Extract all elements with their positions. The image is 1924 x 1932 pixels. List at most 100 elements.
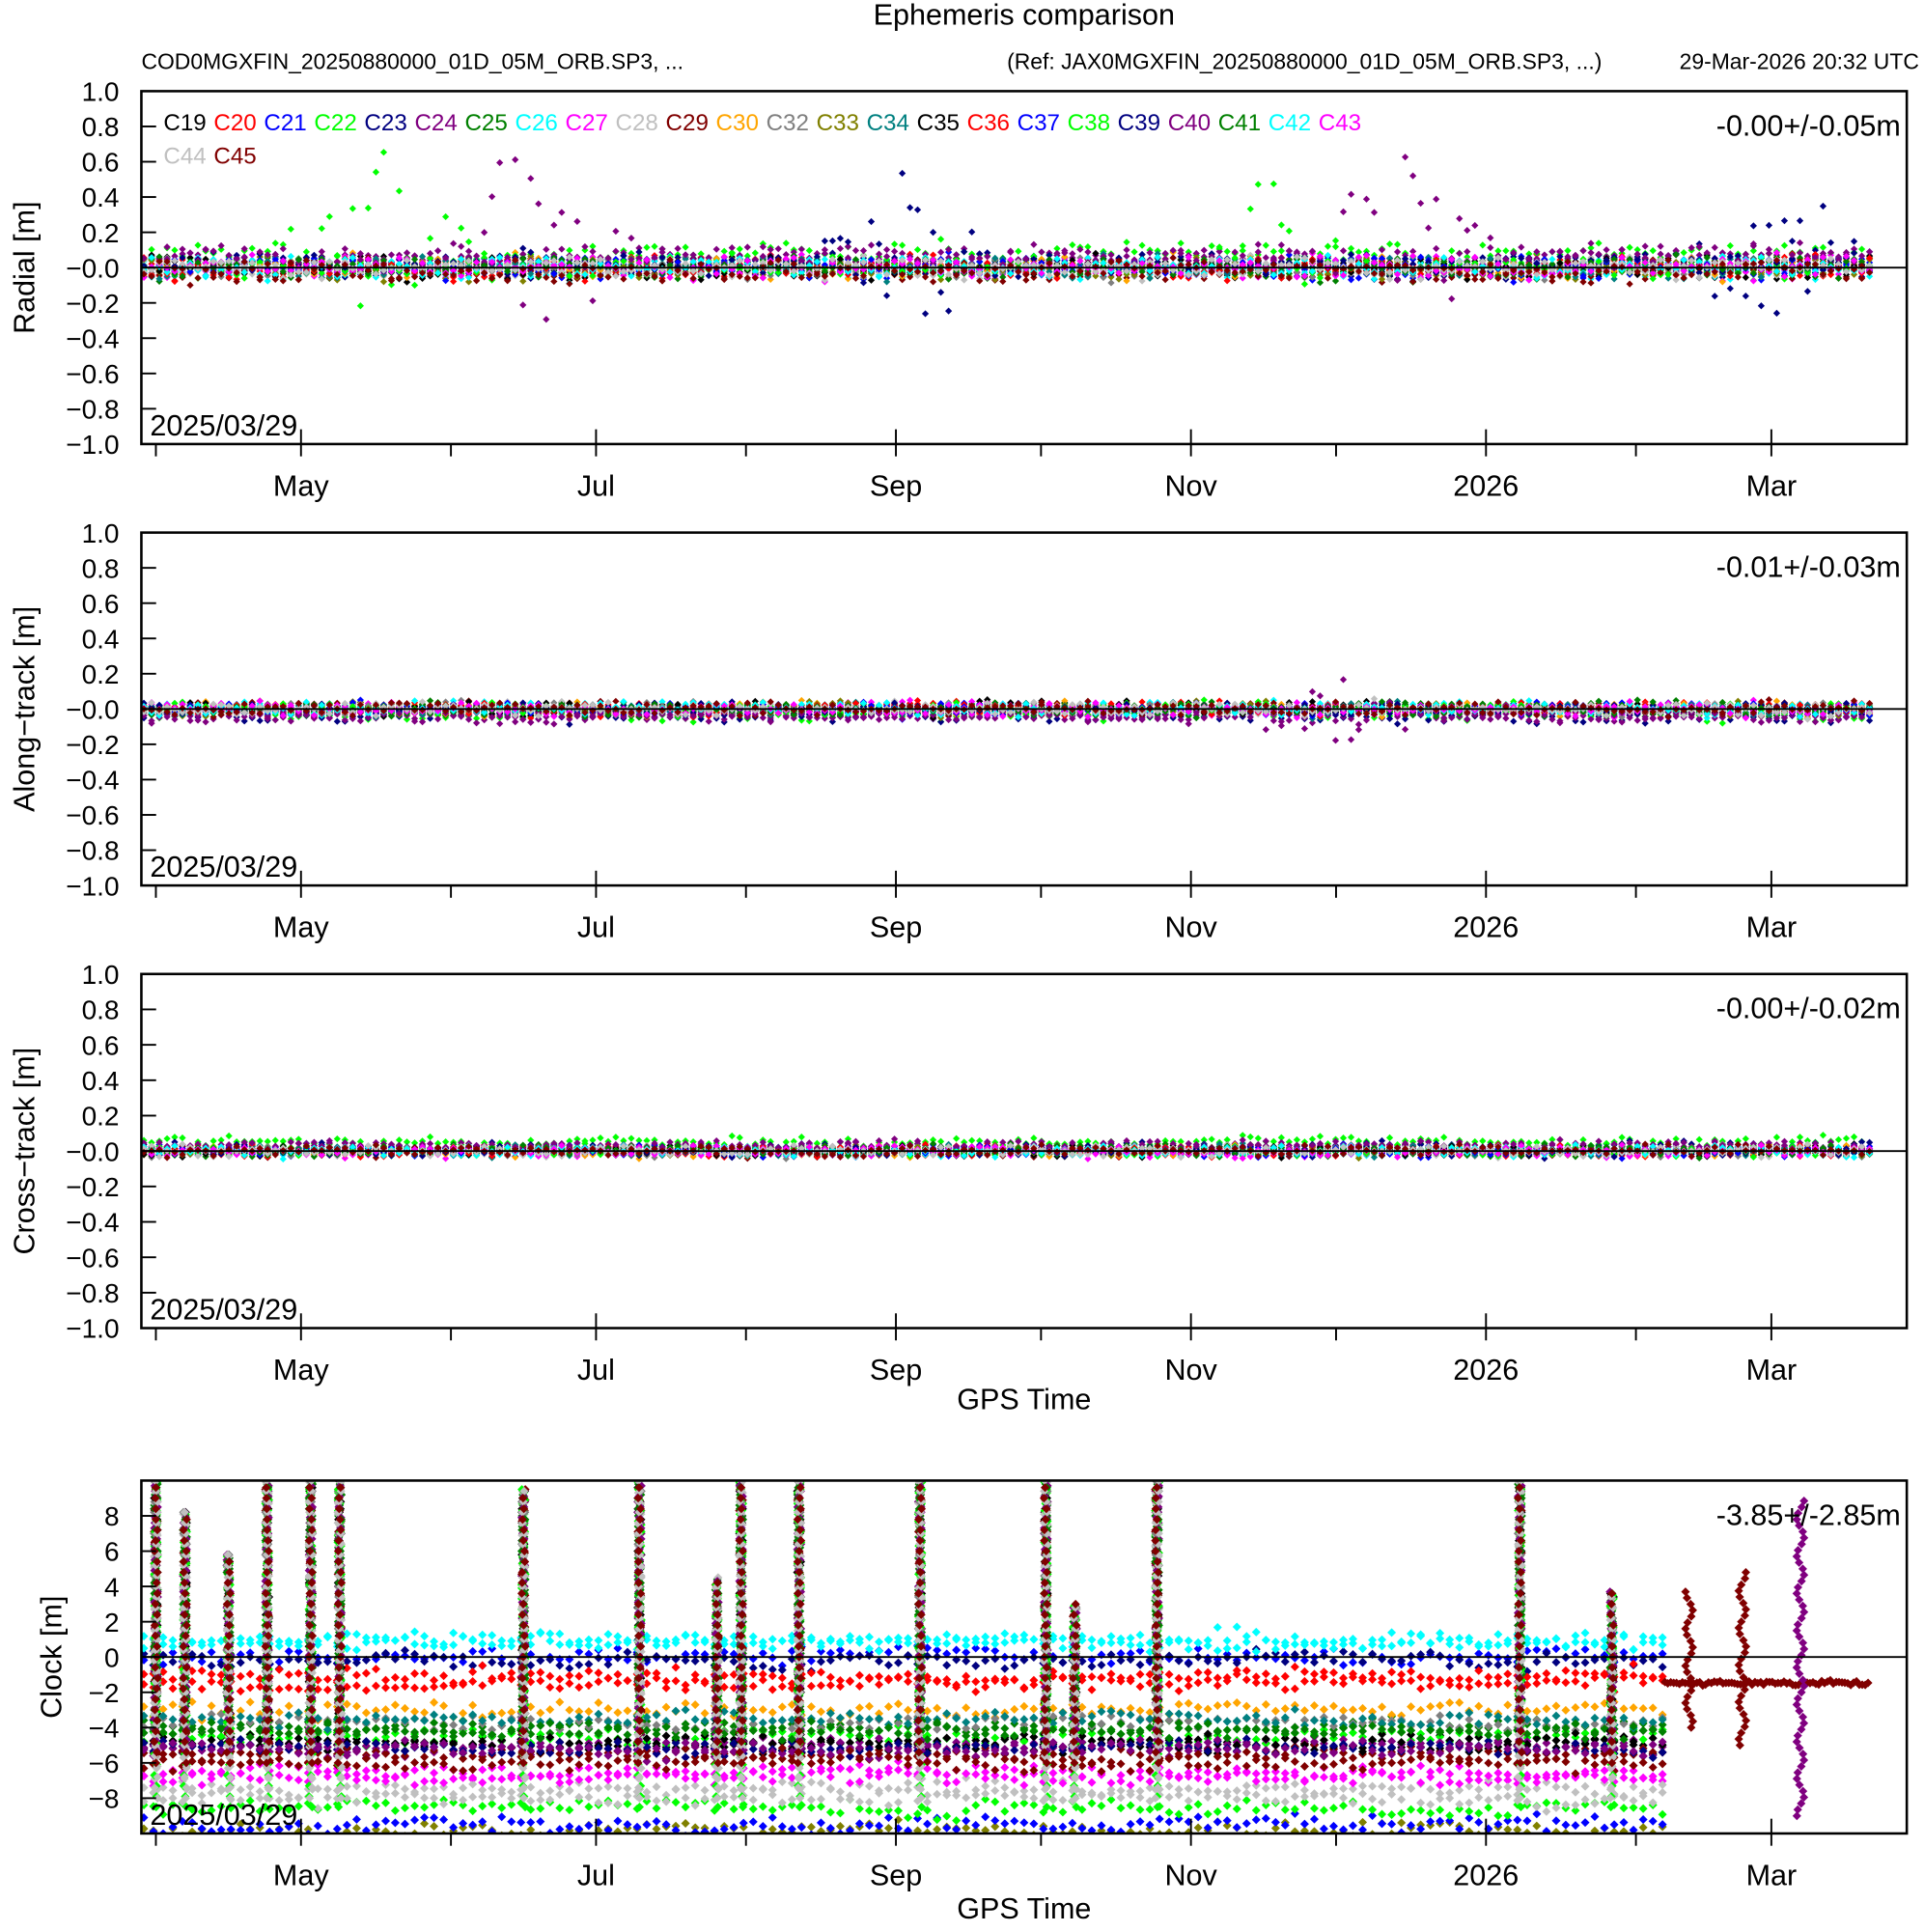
data-point [1548,248,1556,256]
data-point [1385,240,1394,248]
data-points [141,149,1874,323]
data-point [566,246,573,254]
data-point [1300,280,1309,288]
data-point [697,250,705,258]
data-point [689,251,697,259]
data-point [248,244,256,252]
data-point [356,250,364,258]
data-point [403,273,411,282]
data-point [1464,226,1471,235]
data-point [604,254,612,262]
data-point [217,241,225,250]
data-point [233,255,240,263]
data-point [202,271,209,280]
data-point [1572,252,1579,260]
data-point [527,248,535,256]
data-point [697,276,705,284]
data-point [1610,275,1618,283]
data-point [1626,243,1633,251]
data-point [1757,273,1765,281]
data-point [836,244,845,253]
data-point [1502,247,1510,255]
data-point [1347,244,1355,252]
data-point [984,259,991,266]
data-point [450,239,458,247]
data-point [209,247,217,255]
data-point [1347,190,1355,198]
data-point [797,245,805,253]
data-point [1339,208,1348,215]
data-point [774,268,782,276]
data-point [936,236,945,243]
data-point [1826,238,1835,246]
data-point [1803,268,1812,276]
data-point [1695,268,1703,277]
data-point [1803,252,1812,260]
data-point [1796,254,1804,262]
data-point [1433,195,1440,203]
data-point [1277,254,1285,262]
data-point [1146,274,1154,282]
data-point [1308,247,1317,255]
data-point [1842,258,1851,266]
data-point [403,278,411,286]
data-point [1123,252,1130,260]
data-point [1440,276,1448,285]
data-point [1464,248,1471,256]
data-point [1401,154,1409,161]
data-point [1425,259,1433,266]
data-point [890,247,899,255]
data-point [1471,221,1479,230]
data-point [496,254,504,262]
data-point [1757,302,1765,310]
data-point [1587,249,1595,257]
data-point [929,278,937,286]
data-point [464,273,473,281]
data-point [1487,243,1494,252]
data-point [1177,249,1185,257]
data-point [543,245,550,253]
data-point [921,273,930,281]
data-point [1857,252,1866,260]
data-point [1742,250,1749,258]
data-point [821,261,828,268]
data-point [1123,238,1130,246]
data-point [426,260,434,267]
data-point [1293,248,1300,256]
data-point [1765,221,1773,229]
data-point [387,251,396,259]
data-point [186,249,194,257]
data-point [1857,258,1866,266]
data-point [1262,270,1269,278]
data-point [1347,251,1355,259]
data-point [372,255,380,263]
data-point [1610,271,1618,279]
data-point [356,302,364,310]
data-point [1780,241,1789,249]
data-point [202,255,209,264]
data-point [341,267,349,275]
data-point [1518,243,1525,251]
data-point [543,316,550,323]
data-point [1401,251,1409,259]
data-point [774,245,782,253]
data-point [1672,246,1680,255]
data-point [364,270,373,278]
data-point [1331,237,1340,244]
data-point [1239,252,1246,260]
data-point [519,301,527,309]
data-point [1433,244,1440,253]
data-point [1254,181,1262,188]
data-point [1393,240,1402,248]
data-point [464,247,473,255]
data-point [364,204,373,212]
data-point [1657,242,1664,250]
data-point [1834,270,1843,278]
data-point [1788,255,1797,263]
data-point [1370,209,1379,216]
data-point [1525,250,1533,258]
data-point [1633,250,1641,258]
data-point [426,249,434,258]
figure-title: Ephemeris comparison [874,0,1175,32]
